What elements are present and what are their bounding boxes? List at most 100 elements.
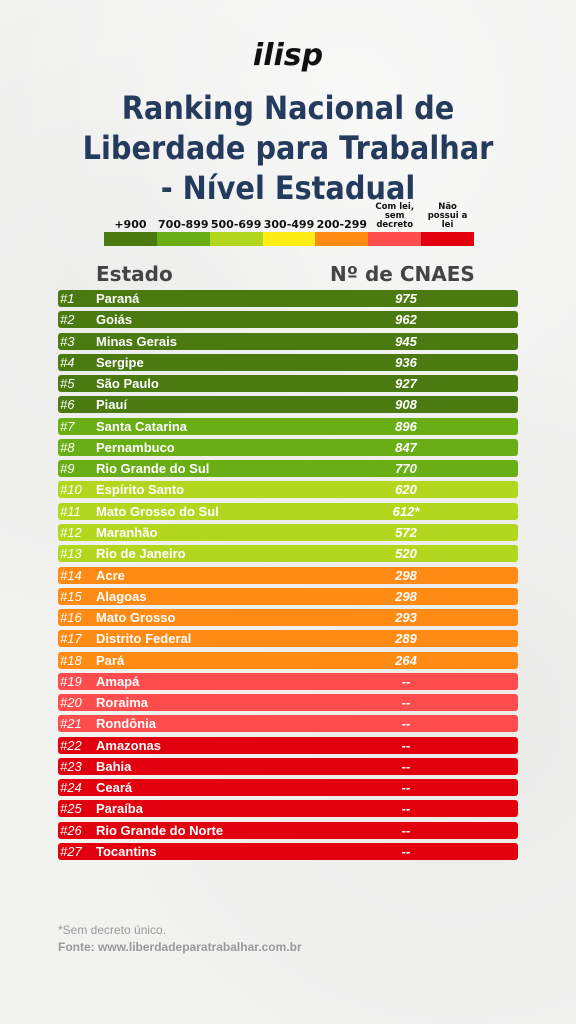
cnae-value: 293 — [395, 610, 417, 626]
table-row: #25 Paraíba -- — [58, 800, 518, 818]
cnae-value: 975 — [395, 291, 417, 306]
state-name: Mato Grosso — [96, 610, 176, 626]
state-name: Amazonas — [96, 737, 162, 753]
cnae-value: 962 — [395, 312, 417, 328]
table-row: #26 Rio Grande do Norte -- — [58, 821, 518, 839]
state-name: Bahia — [96, 758, 132, 774]
table-row: #2 Goiás 962 — [58, 311, 518, 329]
legend-label: 300-499 — [263, 218, 315, 231]
state-name: São Paulo — [96, 376, 159, 392]
state-name: Distrito Federal — [96, 631, 192, 647]
state-name: Rio Grande do Norte — [96, 822, 224, 838]
cnae-value: 620 — [395, 482, 417, 498]
rank-label: #15 — [60, 588, 82, 604]
state-name: Amapá — [96, 673, 140, 689]
state-name: Pernambuco — [96, 439, 175, 455]
cnae-value: 520 — [395, 546, 417, 562]
state-name: Pará — [96, 652, 125, 668]
state-name: Ceará — [96, 780, 133, 796]
legend-label: 700-899 — [158, 218, 209, 231]
legend-label: 200-299 — [316, 218, 368, 231]
cnae-value: 298 — [395, 567, 417, 583]
state-name: Paraná — [96, 291, 140, 306]
cnae-value: 945 — [395, 333, 417, 349]
page-title: Ranking Nacional de Liberdade para Traba… — [0, 88, 576, 208]
legend-label: Não possui a lei — [427, 202, 468, 230]
cnae-value: 927 — [395, 376, 417, 392]
table-row: #14 Acre 298 — [58, 566, 518, 584]
rank-label: #27 — [60, 844, 82, 860]
legend-item: 500-699 — [209, 210, 263, 246]
table-row: #23 Bahia -- — [58, 757, 518, 775]
legend-item: 200-299 — [315, 210, 369, 246]
legend-swatch — [262, 232, 316, 246]
state-column-header: Estado — [96, 262, 173, 286]
legend-item: +900 — [104, 210, 157, 246]
cnae-value: 908 — [395, 397, 417, 413]
state-name: Acre — [96, 567, 125, 583]
state-name: Roraima — [96, 695, 149, 711]
table-row: #5 São Paulo 927 — [58, 375, 518, 393]
table-row: #27 Tocantins -- — [58, 843, 518, 861]
legend-label: 500-699 — [210, 218, 262, 231]
rank-label: #20 — [60, 695, 82, 711]
state-name: Rio de Janeiro — [96, 546, 186, 562]
table-row: #19 Amapá -- — [58, 672, 518, 690]
state-name: Paraíba — [96, 801, 143, 817]
legend-label: +900 — [114, 218, 147, 231]
table-row: #4 Sergipe 936 — [58, 353, 518, 371]
state-name: Santa Catarina — [96, 418, 188, 434]
legend-swatch — [315, 232, 369, 246]
cnae-value: -- — [401, 673, 411, 689]
rank-label: #23 — [60, 758, 82, 774]
legend-label: Com lei, sem decreto — [375, 202, 415, 230]
ilisp-logo: ilisp — [252, 38, 324, 73]
state-name: Tocantins — [96, 844, 157, 860]
state-name: Rio Grande do Sul — [96, 461, 210, 477]
state-name: Mato Grosso do Sul — [96, 503, 219, 519]
table-row: #17 Distrito Federal 289 — [58, 630, 518, 648]
rank-label: #4 — [60, 354, 75, 370]
cnae-value: 612* — [392, 503, 420, 519]
legend-swatch — [156, 232, 210, 246]
table-row: #21 Rondônia -- — [58, 715, 518, 733]
cnae-value: -- — [401, 801, 411, 817]
cnae-value: 936 — [395, 354, 417, 370]
footnote: *Sem decreto único. — [58, 923, 167, 937]
legend-item: Com lei, sem decreto — [368, 203, 422, 246]
state-name: Sergipe — [96, 354, 144, 370]
state-name: Rondônia — [96, 716, 156, 732]
legend-swatch — [104, 232, 157, 246]
legend-item: 700-899 — [156, 210, 210, 246]
rank-label: #2 — [60, 312, 75, 328]
cnae-value: 896 — [395, 418, 417, 434]
rank-label: #7 — [60, 418, 75, 434]
table-row: #12 Maranhão 572 — [58, 523, 518, 541]
cnae-value: -- — [401, 758, 411, 774]
table-row: #7 Santa Catarina 896 — [58, 417, 518, 435]
title-line-3: - Nível Estadual — [160, 169, 416, 207]
cnae-value: 847 — [395, 439, 417, 455]
table-row: #16 Mato Grosso 293 — [58, 609, 518, 627]
table-row: #20 Roraima -- — [58, 694, 518, 712]
rank-label: #26 — [60, 822, 82, 838]
rank-label: #1 — [60, 291, 75, 306]
table-row: #18 Pará 264 — [58, 651, 518, 669]
rank-label: #24 — [60, 780, 82, 796]
cnae-value: 298 — [395, 588, 417, 604]
state-name: Alagoas — [96, 588, 147, 604]
legend-item: 300-499 — [262, 210, 316, 246]
rank-label: #17 — [60, 631, 82, 647]
table-row: #15 Alagoas 298 — [58, 587, 518, 605]
source-credit: Fonte: www.liberdadeparatrabalhar.com.br — [58, 940, 302, 954]
rank-label: #18 — [60, 652, 82, 668]
title-line-1: Ranking Nacional de — [121, 89, 455, 127]
table-row: #13 Rio de Janeiro 520 — [58, 545, 518, 563]
cnae-value: 289 — [395, 631, 417, 647]
legend-swatch — [421, 232, 474, 246]
table-row: #24 Ceará -- — [58, 779, 518, 797]
cnae-value: 770 — [395, 461, 417, 477]
cnaes-column-header: Nº de CNAES — [330, 262, 475, 286]
rank-label: #6 — [60, 397, 75, 413]
cnae-value: -- — [401, 822, 411, 838]
